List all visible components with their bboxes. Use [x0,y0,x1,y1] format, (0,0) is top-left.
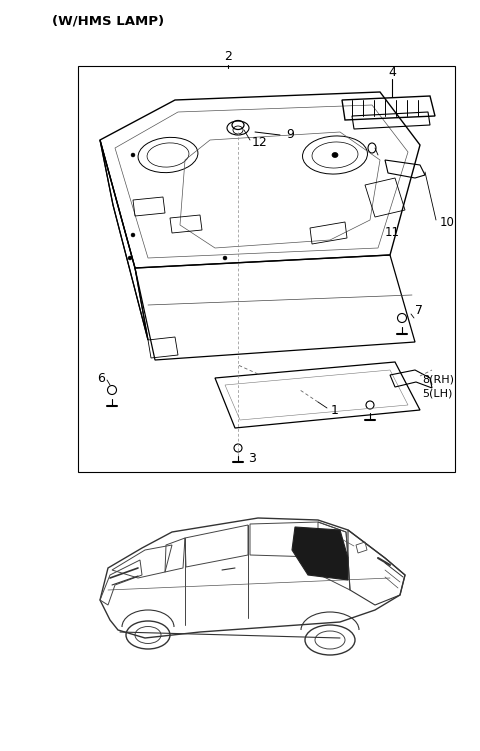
Text: 11: 11 [385,225,400,239]
Ellipse shape [332,152,338,158]
Text: 1: 1 [331,403,339,417]
Ellipse shape [128,256,132,260]
Text: 12: 12 [252,135,268,149]
Text: 6: 6 [97,372,105,385]
Text: 9: 9 [286,128,294,141]
Bar [78,66,455,472]
Text: 2: 2 [224,50,232,64]
Ellipse shape [131,233,135,237]
Polygon shape [292,527,348,580]
Text: 4: 4 [388,65,396,79]
Text: 8(RH): 8(RH) [422,375,454,385]
Text: 10: 10 [440,216,455,228]
Text: 5(LH): 5(LH) [422,388,452,398]
Text: 7: 7 [415,303,423,316]
Text: (W/HMS LAMP): (W/HMS LAMP) [52,14,164,27]
Ellipse shape [131,153,135,157]
Text: 3: 3 [248,451,256,465]
Ellipse shape [223,256,227,260]
